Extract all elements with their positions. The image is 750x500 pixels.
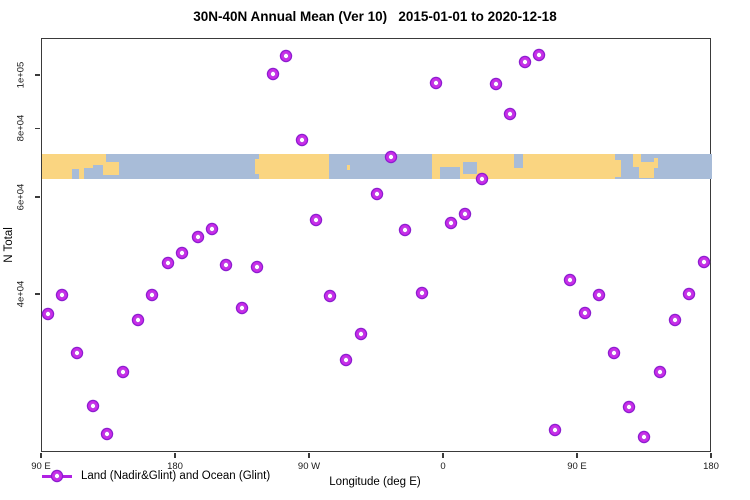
ocean-patch [439, 166, 461, 179]
x-tick-label: 180 [703, 461, 719, 472]
x-tick-mark [308, 453, 310, 458]
land-patch [347, 165, 351, 171]
land-patch [103, 161, 120, 176]
data-point [445, 218, 456, 229]
data-point [251, 262, 262, 273]
scatter-points-layer [42, 39, 710, 451]
data-point [133, 315, 144, 326]
x-tick-mark [710, 453, 712, 458]
data-point [608, 347, 619, 358]
land-patch [639, 161, 654, 178]
x-tick-label: 180 [167, 461, 183, 472]
y-tick-mark [35, 127, 40, 130]
land-patch [615, 160, 622, 177]
land-segment [432, 154, 616, 179]
land-patch [254, 159, 260, 174]
y-tick-label: 4e+04 [15, 280, 27, 308]
x-tick-label: 90 E [31, 461, 51, 472]
plot-area: Land (Nadir&Glint) and Ocean (Glint) [41, 38, 712, 482]
x-tick-label: 90 W [297, 461, 321, 472]
ocean-patch [71, 169, 80, 179]
y-tick-label: 1e+05 [15, 61, 27, 89]
data-point [267, 69, 278, 80]
x-tick-mark [576, 453, 578, 458]
x-axis-label: Longitude (deg E) [329, 476, 421, 488]
data-point [476, 173, 487, 184]
data-point [416, 288, 427, 299]
data-point [549, 425, 560, 436]
land-patch [633, 154, 641, 167]
data-point [669, 315, 680, 326]
legend-label: Land (Nadir&Glint) and Ocean (Glint) [81, 470, 271, 482]
legend: Land (Nadir&Glint) and Ocean (Glint) [42, 469, 270, 483]
legend-line-marker [42, 471, 72, 481]
chart-title: 30N-40N Annual Mean (Ver 10) 2015-01-01 … [193, 9, 557, 24]
y-tick-mark [35, 293, 40, 295]
data-point [147, 289, 158, 300]
data-point [56, 289, 67, 300]
data-point [459, 209, 470, 220]
x-tick-label: 90 E [567, 461, 587, 472]
data-point [579, 307, 590, 318]
ocean-patch [463, 161, 477, 174]
data-point [519, 57, 530, 68]
data-point [533, 49, 544, 60]
data-point [193, 231, 204, 242]
data-point [102, 429, 113, 440]
data-point [385, 152, 396, 163]
data-point [654, 366, 665, 377]
x-tick-label: 0 [440, 461, 446, 472]
x-tick-mark [40, 453, 42, 458]
data-point [490, 79, 501, 89]
data-point [372, 189, 382, 200]
land-ocean-map-band [42, 39, 712, 451]
data-point [430, 78, 441, 89]
data-point [310, 215, 321, 226]
data-point [564, 274, 575, 285]
data-point [221, 260, 232, 271]
land-patch [653, 157, 659, 168]
data-point [176, 247, 187, 258]
data-point [324, 291, 335, 302]
land-patch [92, 154, 106, 166]
data-point [236, 302, 247, 313]
data-point [698, 257, 709, 267]
data-point [71, 347, 82, 358]
data-point [504, 108, 515, 119]
data-point [88, 401, 99, 412]
data-point [638, 431, 649, 442]
data-point [355, 328, 366, 339]
data-point [623, 402, 634, 413]
data-point [42, 309, 53, 320]
data-point [162, 258, 173, 269]
y-tick-mark [35, 74, 40, 76]
data-point [399, 224, 410, 235]
land-segment [259, 154, 330, 179]
data-point [683, 289, 694, 300]
y-tick-mark [35, 196, 40, 198]
y-tick-label: 8e+04 [15, 114, 27, 142]
ocean-patch [513, 154, 523, 168]
y-tick-label: 6e+04 [15, 183, 27, 211]
x-tick-mark [174, 453, 176, 458]
data-point [207, 224, 218, 234]
data-point [341, 354, 352, 365]
ocean-patch [83, 167, 93, 179]
data-point [281, 51, 292, 62]
data-point [593, 289, 604, 300]
legend-circle-icon [52, 471, 62, 481]
data-point [117, 366, 128, 377]
data-point [296, 134, 307, 145]
x-tick-mark [442, 453, 444, 458]
